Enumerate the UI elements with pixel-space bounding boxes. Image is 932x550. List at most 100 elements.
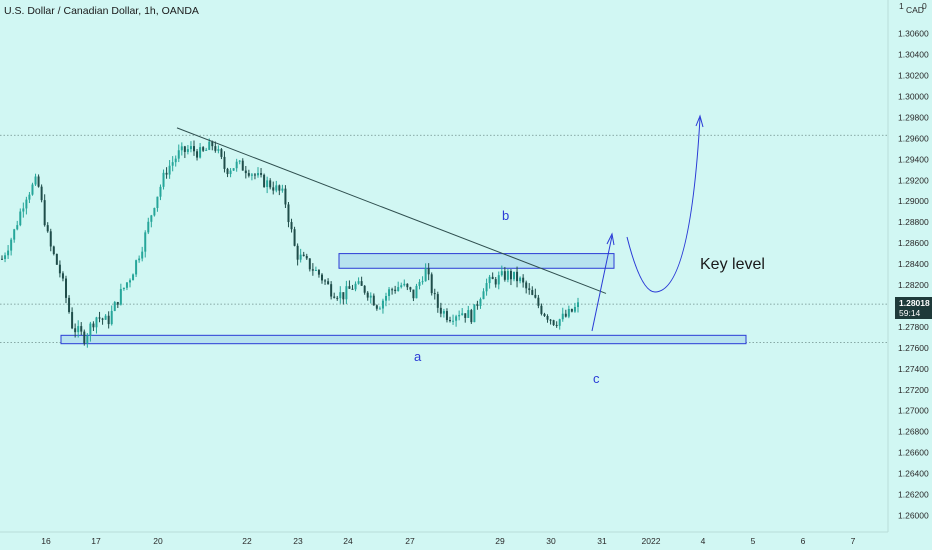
time-axis[interactable]: 16 17 20 22 23 24 27 29 30 31 2022 4 5 6 7 [0, 531, 888, 546]
currency-superscript-left: 1 [899, 1, 904, 11]
candle-body [284, 188, 287, 205]
candle-body [247, 173, 250, 176]
candle-body [369, 295, 372, 298]
zones[interactable] [60, 253, 747, 345]
candle-body [202, 147, 205, 151]
candle-body [345, 286, 348, 300]
x-tick-label: 4 [701, 536, 706, 546]
candle-body [400, 285, 403, 288]
candle-body [558, 319, 561, 326]
candle-body [266, 180, 269, 188]
candle-body [351, 288, 354, 290]
candle-body [479, 299, 482, 306]
candle-body [311, 269, 314, 271]
candle-body [68, 297, 71, 313]
candle-body [144, 232, 147, 252]
candle-body [577, 302, 579, 307]
candle-body [519, 277, 522, 282]
y-tick-label: 1.28400 [898, 259, 929, 269]
candle-body [199, 147, 202, 158]
candle-body [467, 310, 470, 318]
candle-body [391, 289, 394, 291]
candle-body [214, 146, 217, 151]
y-tick-label: 1.30000 [898, 91, 929, 101]
x-tick-label: 23 [293, 536, 303, 546]
candle-body [269, 180, 272, 188]
candle-body [138, 258, 141, 261]
y-tick-label: 1.26200 [898, 490, 929, 500]
candle-body [363, 285, 366, 293]
x-tick-label: 5 [751, 536, 756, 546]
candle-body [244, 170, 247, 174]
candle-body [299, 254, 302, 260]
x-tick-label: 6 [801, 536, 806, 546]
candle-body [193, 146, 195, 152]
arrow-projection-curve [626, 117, 701, 293]
candle-body [278, 185, 281, 191]
x-tick-label: 22 [242, 536, 252, 546]
candlesticks [1, 138, 579, 348]
y-tick-label: 1.30400 [898, 50, 929, 60]
candle-body [409, 287, 412, 290]
candle-body [381, 300, 384, 309]
y-tick-label: 1.27600 [898, 343, 929, 353]
candle-body [317, 270, 320, 275]
chart-title: U.S. Dollar / Canadian Dollar, 1h, OANDA [4, 5, 199, 17]
candle-body [324, 280, 327, 282]
candle-body [461, 313, 464, 316]
price-axis[interactable]: 1 CAD 0 1.30600 1.30400 1.30200 1.30000 1.29… [887, 0, 929, 532]
candle-body [46, 225, 49, 232]
annotations: a b c Key level [414, 208, 765, 386]
y-tick-label: 1.29600 [898, 133, 929, 143]
candle-body [28, 194, 31, 200]
candle-body [308, 258, 311, 270]
candle-body [223, 156, 226, 169]
candle-body [427, 268, 430, 275]
candle-body [366, 292, 369, 298]
candle-body [71, 312, 74, 329]
candle-body [500, 271, 503, 276]
candle-body [40, 186, 43, 201]
candle-body [1, 258, 3, 260]
candle-body [257, 173, 259, 176]
candle-body [458, 315, 461, 317]
candle-body [95, 317, 98, 328]
candle-body [129, 280, 131, 283]
arrow-head-icon [606, 232, 615, 246]
candle-body [372, 295, 375, 306]
y-tick-label: 1.28600 [898, 238, 929, 248]
candle-body [302, 254, 305, 257]
candle-body [92, 323, 95, 328]
candle-body [235, 161, 238, 169]
candle-body [119, 289, 122, 305]
candle-body [497, 275, 500, 285]
candle-body [189, 146, 192, 150]
candle-body [406, 283, 409, 288]
candle-body [573, 306, 576, 312]
candle-body [116, 302, 119, 305]
candle-body [49, 231, 52, 247]
trendline[interactable] [176, 127, 607, 294]
candle-body [336, 297, 339, 299]
candle-body [470, 310, 473, 323]
candle-body [19, 211, 22, 226]
candle-body [141, 251, 144, 259]
candle-body [293, 229, 296, 246]
candle-body [205, 149, 208, 151]
y-tick-label: 1.27400 [898, 364, 929, 374]
candle-body [229, 170, 232, 175]
candle-body [491, 276, 494, 280]
zone-b[interactable] [338, 253, 615, 269]
candle-body [171, 162, 174, 166]
candle-body [506, 271, 509, 280]
candle-body [342, 292, 345, 300]
candle-body [217, 149, 220, 151]
candle-body [83, 331, 86, 344]
candle-body [555, 324, 558, 326]
candle-body [452, 320, 455, 322]
candle-body [180, 146, 183, 151]
zone-a[interactable] [60, 334, 747, 345]
candle-body [107, 315, 110, 325]
x-tick-label: 16 [41, 536, 51, 546]
